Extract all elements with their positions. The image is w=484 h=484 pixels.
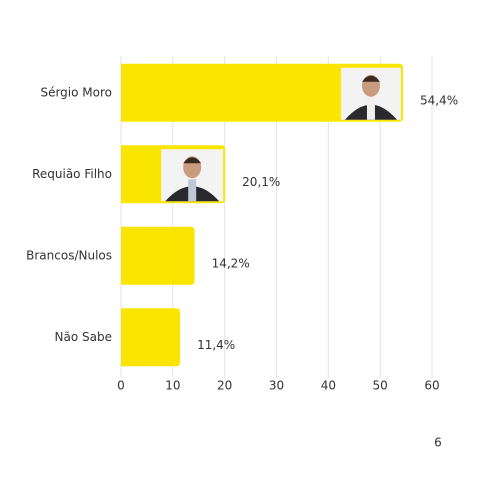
y-tick-label: Não Sabe — [55, 330, 112, 344]
value-label: 14,2% — [212, 256, 250, 270]
candidate-photo — [161, 149, 224, 202]
y-tick-label: Brancos/Nulos — [26, 248, 112, 262]
x-tick-label: 10 — [165, 379, 180, 393]
photo-hair — [183, 157, 202, 164]
bar — [121, 308, 181, 367]
x-tick-label: 60 — [424, 379, 439, 393]
bar — [121, 63, 403, 122]
y-tick-label: Sérgio Moro — [40, 85, 112, 99]
photo-shirt — [366, 97, 375, 120]
value-label: 54,4% — [420, 93, 458, 107]
x-tick-label: 50 — [373, 379, 388, 393]
x-tick-label: 30 — [269, 379, 284, 393]
value-label: 11,4% — [197, 338, 235, 352]
labels: 0 10 20 30 40 50 60 Sérgio Moro 54,4% Requião Fil… — [26, 85, 458, 392]
photo-hair — [361, 75, 380, 82]
photo-shirt — [188, 179, 197, 202]
x-tick-label: 20 — [217, 379, 232, 393]
x-tick-label: 0 — [117, 379, 125, 393]
value-label: 20,1% — [242, 175, 280, 189]
candidate-photo — [340, 67, 401, 120]
photos — [161, 67, 401, 202]
page-number: 6 — [434, 436, 442, 450]
bar — [121, 226, 195, 285]
y-tick-label: Requião Filho — [32, 167, 112, 181]
x-tick-label: 40 — [321, 379, 336, 393]
